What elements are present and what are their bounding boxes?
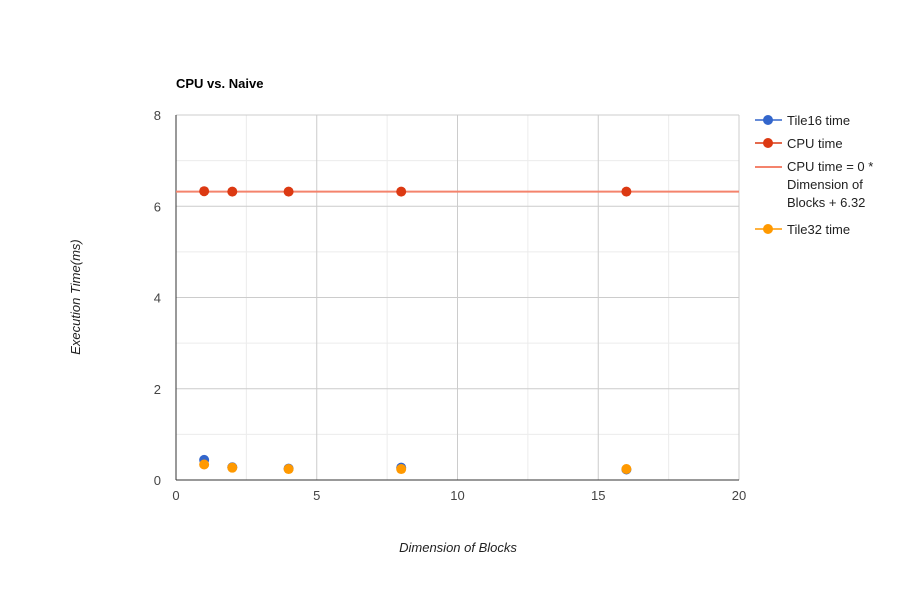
x-tick-label: 10 xyxy=(450,488,464,503)
cpu-time-point xyxy=(199,186,210,197)
y-axis-title: Execution Time(ms) xyxy=(68,239,83,354)
axes: 0 5 10 15 20 0 2 4 6 8 xyxy=(154,108,746,503)
legend-item-tile16-time: Tile16 time xyxy=(755,113,850,128)
cpu-time-point xyxy=(621,186,632,197)
legend-item-trendline: CPU time = 0 * Dimension of Blocks + 6.32 xyxy=(755,159,873,210)
y-tick-label: 2 xyxy=(154,382,161,397)
x-tick-label: 15 xyxy=(591,488,605,503)
legend-swatch-dot xyxy=(763,224,773,234)
tile32-time-point xyxy=(283,464,294,475)
tile32-time-point xyxy=(227,462,238,473)
cpu-time-point xyxy=(396,186,407,197)
x-axis-title: Dimension of Blocks xyxy=(399,540,517,555)
chart-title: CPU vs. Naive xyxy=(176,76,263,91)
legend-label: Blocks + 6.32 xyxy=(787,195,865,210)
legend-swatch-dot xyxy=(763,115,773,125)
x-tick-label: 20 xyxy=(732,488,746,503)
legend[interactable]: Tile16 time CPU time CPU time = 0 * Dimensi… xyxy=(755,113,873,237)
tile32-time-point xyxy=(199,459,210,470)
tile32-time-point xyxy=(621,464,632,475)
y-tick-label: 6 xyxy=(154,199,161,214)
y-tick-label: 8 xyxy=(154,108,161,123)
legend-item-cpu-time: CPU time xyxy=(755,136,843,151)
legend-label: Dimension of xyxy=(787,177,863,192)
data-series xyxy=(199,186,632,475)
legend-item-tile32-time: Tile32 time xyxy=(755,222,850,237)
x-tick-label: 5 xyxy=(313,488,320,503)
legend-label: Tile16 time xyxy=(787,113,850,128)
legend-label: CPU time xyxy=(787,136,843,151)
cpu-time-point xyxy=(227,186,238,197)
cpu-time-point xyxy=(283,186,294,197)
legend-label: CPU time = 0 * xyxy=(787,159,873,174)
legend-label: Tile32 time xyxy=(787,222,850,237)
tile32-time-point xyxy=(396,464,407,475)
x-tick-label: 0 xyxy=(172,488,179,503)
y-tick-label: 4 xyxy=(154,291,161,306)
y-tick-label: 0 xyxy=(154,473,161,488)
legend-swatch-dot xyxy=(763,138,773,148)
